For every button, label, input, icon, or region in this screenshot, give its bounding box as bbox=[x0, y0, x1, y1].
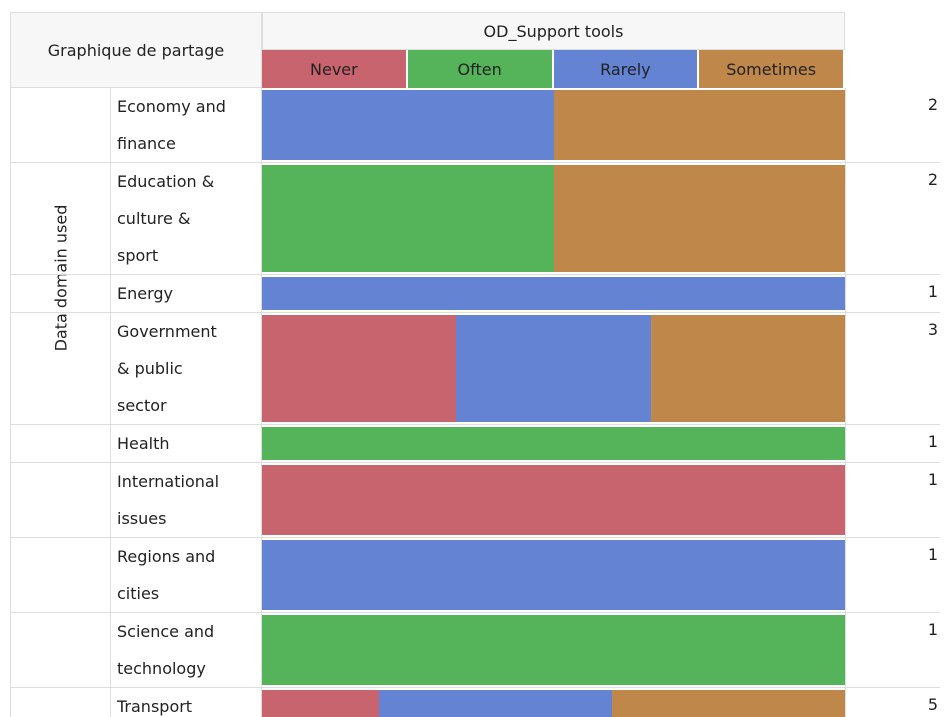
segment bbox=[262, 165, 554, 272]
bar-cell bbox=[262, 538, 845, 612]
legend-item: Rarely bbox=[553, 50, 700, 88]
row: International issues 1 bbox=[10, 463, 940, 538]
row-total: 1 bbox=[845, 463, 940, 537]
bar-cell bbox=[262, 88, 845, 162]
row-label-cell: Regions and cities bbox=[110, 538, 262, 612]
row-label: Government & public sector bbox=[117, 322, 217, 415]
legend-label: Rarely bbox=[600, 59, 651, 79]
row-label-cell: Government & public sector bbox=[110, 313, 262, 424]
row: Science and technology 1 bbox=[10, 613, 940, 688]
row-label: International issues bbox=[117, 472, 220, 528]
rows: Economy and finance 2 Education & culture … bbox=[10, 88, 940, 717]
bar-cell bbox=[262, 463, 845, 537]
y-label-cell: Data domain used bbox=[10, 88, 110, 717]
row-total: 2 bbox=[845, 88, 940, 162]
chart: Graphique de partage OD_Support tools Ne… bbox=[10, 12, 940, 717]
row: Transport 5 bbox=[10, 688, 940, 717]
row-label: Science and technology bbox=[117, 622, 215, 678]
bar-cell bbox=[262, 425, 845, 462]
row: Health 1 bbox=[10, 425, 940, 463]
row: Regions and cities 1 bbox=[10, 538, 940, 613]
legend-title: OD_Support tools bbox=[483, 21, 624, 41]
row-label-cell: Transport bbox=[110, 688, 262, 717]
legend-title-cell: OD_Support tools bbox=[262, 12, 845, 50]
row-label: Economy and finance bbox=[117, 97, 226, 153]
row-label-cell: International issues bbox=[110, 463, 262, 537]
row-total: 1 bbox=[845, 538, 940, 612]
segment bbox=[262, 315, 457, 422]
row-total: 3 bbox=[845, 313, 940, 424]
row-label-cell: Education & culture & sport bbox=[110, 163, 262, 274]
chart-title: Graphique de partage bbox=[47, 40, 225, 60]
bar-cell bbox=[262, 275, 845, 312]
legend-item: Sometimes bbox=[699, 50, 845, 88]
segment bbox=[611, 690, 845, 717]
legend-item: Never bbox=[262, 50, 408, 88]
row: Government & public sector 3 bbox=[10, 313, 940, 425]
segment bbox=[262, 690, 379, 717]
segment bbox=[553, 165, 845, 272]
row: Energy 1 bbox=[10, 275, 940, 313]
segment bbox=[262, 540, 845, 610]
row-label-cell: Science and technology bbox=[110, 613, 262, 687]
segment bbox=[650, 315, 845, 422]
segment bbox=[262, 615, 845, 685]
row-label-cell: Economy and finance bbox=[110, 88, 262, 162]
row-total: 1 bbox=[845, 425, 940, 462]
row-label-cell: Health bbox=[110, 425, 262, 462]
row-total: 1 bbox=[845, 275, 940, 312]
segment bbox=[378, 690, 612, 717]
row-label: Education & culture & sport bbox=[117, 172, 215, 265]
segment bbox=[262, 427, 845, 460]
title-cell: Graphique de partage bbox=[10, 12, 262, 88]
legend-label: Sometimes bbox=[726, 59, 817, 79]
bar-cell bbox=[262, 163, 845, 274]
legend-item: Often bbox=[407, 50, 554, 88]
row-label: Regions and cities bbox=[117, 547, 216, 603]
legend-label: Never bbox=[310, 59, 358, 79]
segment bbox=[456, 315, 651, 422]
row-total: 5 bbox=[845, 688, 940, 717]
segment bbox=[553, 90, 845, 160]
bar-cell bbox=[262, 688, 845, 717]
segment bbox=[262, 277, 845, 310]
row-label-cell: Energy bbox=[110, 275, 262, 312]
row-label: Transport bbox=[117, 697, 193, 716]
row-label: Energy bbox=[117, 284, 174, 303]
bar-cell bbox=[262, 313, 845, 424]
legend-label: Often bbox=[457, 59, 502, 79]
segment bbox=[262, 465, 845, 535]
bar-cell bbox=[262, 613, 845, 687]
row: Education & culture & sport 2 bbox=[10, 163, 940, 275]
row: Economy and finance 2 bbox=[10, 88, 940, 163]
row-total: 1 bbox=[845, 613, 940, 687]
row-label: Health bbox=[117, 434, 170, 453]
segment bbox=[262, 90, 554, 160]
row-total: 2 bbox=[845, 163, 940, 274]
